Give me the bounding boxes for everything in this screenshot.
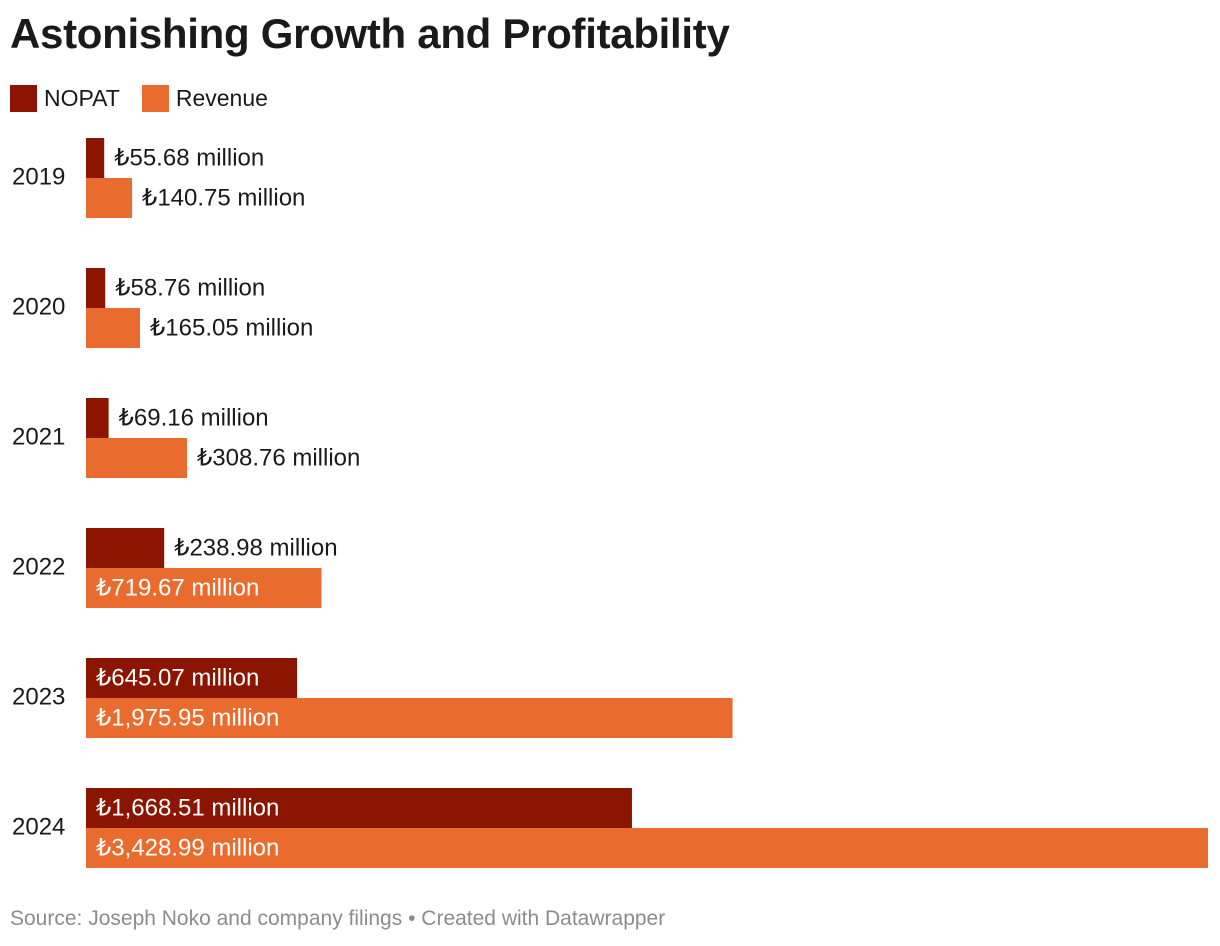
footer-separator: •: [408, 907, 416, 930]
value-label-revenue-2023: ₺1,975.95 million: [96, 705, 279, 732]
year-label-2020: 2020: [12, 293, 65, 320]
bar-nopat-2024: [86, 788, 632, 828]
legend-swatch-revenue: [141, 84, 169, 112]
value-label-revenue-2022: ₺719.67 million: [96, 575, 259, 602]
footer-source: Source: Joseph Noko and company filings: [10, 907, 403, 930]
value-label-revenue-2019: ₺140.75 million: [142, 185, 305, 212]
year-label-2023: 2023: [12, 683, 65, 710]
value-label-nopat-2019: ₺55.68 million: [114, 145, 264, 172]
bar-chart: 2019 ₺55.68 million ₺140.75 million 2020 ₺58…: [12, 138, 1208, 868]
bar-revenue-2023: [86, 698, 733, 738]
value-label-nopat-2022: ₺238.98 million: [174, 535, 337, 562]
year-label-2022: 2022: [12, 553, 65, 580]
bar-revenue-2020: [86, 308, 141, 348]
value-label-revenue-2024: ₺3,428.99 million: [96, 835, 279, 862]
legend-item-revenue: Revenue: [141, 84, 268, 112]
bar-revenue-2019: [86, 178, 133, 218]
value-label-revenue-2020: ₺165.05 million: [150, 315, 313, 342]
legend-swatch-nopat: [10, 84, 37, 112]
legend: NOPAT Revenue: [10, 84, 290, 112]
bar-nopat-2019: [86, 138, 105, 178]
value-label-nopat-2020: ₺58.76 million: [115, 275, 265, 302]
year-label-2019: 2019: [12, 163, 65, 190]
legend-label-nopat: NOPAT: [44, 84, 120, 111]
bar-nopat-2023: [86, 658, 298, 698]
bar-revenue-2024: [86, 828, 1208, 868]
value-label-nopat-2024: ₺1,668.51 million: [96, 795, 279, 822]
chart-title: Astonishing Growth and Profitability: [10, 10, 730, 57]
bar-nopat-2022: [86, 528, 165, 568]
year-label-2024: 2024: [12, 813, 65, 840]
value-label-nopat-2023: ₺645.07 million: [96, 665, 259, 692]
footer-credit: Created with Datawrapper: [421, 907, 666, 930]
footer: Source: Joseph Noko and company filings …: [10, 907, 665, 931]
bar-nopat-2020: [86, 268, 106, 308]
legend-label-revenue: Revenue: [175, 84, 268, 111]
year-label-2021: 2021: [12, 423, 65, 450]
bar-nopat-2021: [86, 398, 109, 438]
bar-revenue-2021: [86, 438, 188, 478]
value-label-nopat-2021: ₺69.16 million: [119, 405, 269, 432]
value-label-revenue-2021: ₺308.76 million: [197, 445, 360, 472]
legend-item-nopat: NOPAT: [10, 84, 120, 112]
bar-revenue-2022: [86, 568, 322, 608]
